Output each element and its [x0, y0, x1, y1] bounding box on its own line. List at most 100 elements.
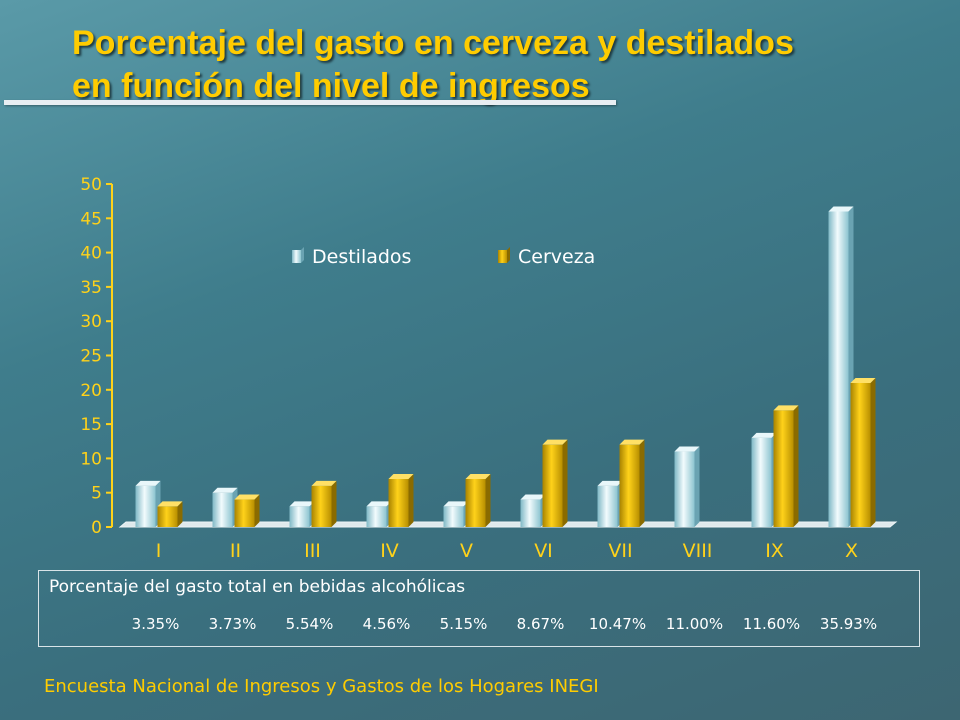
bar-cerveza-X: [850, 377, 876, 527]
bar-destilados-II: [212, 487, 238, 527]
page-title: Porcentaje del gasto en cerveza y destil…: [72, 22, 794, 108]
bar-top: [520, 494, 546, 500]
bar-destilados-III: [289, 501, 315, 527]
bar-top: [465, 473, 491, 479]
bar-front: [388, 478, 409, 527]
percent-value: 11.60%: [742, 615, 801, 633]
bar-cerveza-VII: [619, 439, 645, 527]
bar-top: [135, 480, 161, 486]
legend-label-destilados: Destilados: [312, 246, 411, 268]
bar-front: [828, 211, 849, 527]
y-tick-label-10: 10: [80, 449, 102, 469]
bar-top: [289, 501, 315, 507]
bar-side: [793, 405, 799, 527]
bar-front: [465, 478, 486, 527]
bar-top: [212, 487, 238, 493]
table-label: Porcentaje del gasto total en bebidas al…: [49, 577, 466, 597]
title-underline: [4, 100, 616, 105]
x-tick-label-X: X: [845, 540, 858, 562]
bar-top: [157, 501, 183, 507]
x-tick-label-VI: VI: [534, 540, 553, 562]
x-tick-label-IV: IV: [380, 540, 399, 562]
x-tick-label-I: I: [156, 540, 162, 562]
bar-top: [234, 494, 260, 500]
bar-destilados-I: [135, 480, 161, 527]
bar-front: [751, 437, 772, 527]
bar-front: [520, 499, 541, 527]
bar-front: [212, 492, 233, 527]
bar-side: [331, 480, 337, 527]
bar-top: [443, 501, 469, 507]
y-tick-label-40: 40: [80, 244, 102, 264]
bar-destilados-VII: [597, 480, 623, 527]
bar-front: [773, 410, 794, 527]
bar-destilados-IX: [751, 432, 777, 527]
y-tick-label-0: 0: [91, 518, 102, 538]
percent-value: 35.93%: [819, 615, 878, 633]
bar-destilados-VIII: [674, 446, 700, 527]
x-tick-label-V: V: [460, 540, 473, 562]
legend: Destilados Cerveza: [292, 246, 595, 268]
bar-cerveza-IX: [773, 405, 799, 527]
data-table: Porcentaje del gasto total en bebidas al…: [38, 570, 920, 647]
legend-swatch-side: [301, 247, 304, 263]
legend-label-cerveza: Cerveza: [518, 246, 595, 268]
bar-front: [674, 451, 695, 527]
bar-top: [828, 206, 854, 212]
bar-front: [311, 485, 332, 527]
bar-cerveza-II: [234, 494, 260, 527]
y-tick-label-15: 15: [80, 415, 102, 435]
x-tick-label-VII: VII: [608, 540, 632, 562]
title-line-2: en función del nivel de ingresos: [72, 67, 590, 105]
bar-front: [234, 499, 255, 527]
bar-top: [597, 480, 623, 486]
x-tick-label-VIII: VIII: [683, 540, 713, 562]
bar-front: [366, 506, 387, 527]
bar-top: [311, 480, 337, 486]
percent-value: 4.56%: [362, 615, 411, 633]
bar-top: [388, 473, 414, 479]
y-tick-label-45: 45: [80, 209, 102, 229]
percent-value: 10.47%: [588, 615, 647, 633]
y-tick-label-5: 5: [91, 484, 102, 504]
y-tick-label-25: 25: [80, 347, 102, 367]
y-axis: 0 5 10 15 20 25 30 35 40 45 50: [80, 175, 113, 538]
legend-swatch-side: [507, 247, 510, 263]
percent-value: 5.54%: [285, 615, 334, 633]
bar-side: [177, 501, 183, 527]
x-tick-label-IX: IX: [765, 540, 784, 562]
bar-side: [639, 439, 645, 527]
bar-front: [850, 382, 871, 527]
bar-top: [773, 405, 799, 411]
y-tick-label-20: 20: [80, 381, 102, 401]
y-tick-label-30: 30: [80, 312, 102, 332]
bar-front: [597, 485, 618, 527]
bar-side: [694, 446, 700, 527]
x-tick-label-III: III: [304, 540, 321, 562]
title-line-1: Porcentaje del gasto en cerveza y destil…: [72, 24, 794, 62]
percent-value: 3.35%: [131, 615, 180, 633]
bar-top: [674, 446, 700, 452]
source-note: Encuesta Nacional de Ingresos y Gastos d…: [44, 676, 599, 697]
legend-swatch-cerveza: [498, 250, 507, 263]
bar-cerveza-I: [157, 501, 183, 527]
bar-front: [443, 506, 464, 527]
bar-destilados-X: [828, 206, 854, 527]
bar-destilados-IV: [366, 501, 392, 527]
percent-value: 5.15%: [439, 615, 488, 633]
bar-destilados-VI: [520, 494, 546, 527]
bar-side: [408, 473, 414, 527]
bar-top: [542, 439, 568, 445]
bar-cerveza-VI: [542, 439, 568, 527]
percent-value: 3.73%: [208, 615, 257, 633]
bar-top: [850, 377, 876, 383]
bar-front: [619, 444, 640, 527]
percent-value: 8.67%: [516, 615, 565, 633]
bar-top: [751, 432, 777, 438]
bar-cerveza-III: [311, 480, 337, 527]
x-axis-labels: I II III IV V VI VII VIII IX X: [156, 540, 858, 562]
bar-front: [135, 485, 156, 527]
bar-top: [619, 439, 645, 445]
x-tick-label-II: II: [230, 540, 241, 562]
bars-group: [135, 206, 876, 527]
